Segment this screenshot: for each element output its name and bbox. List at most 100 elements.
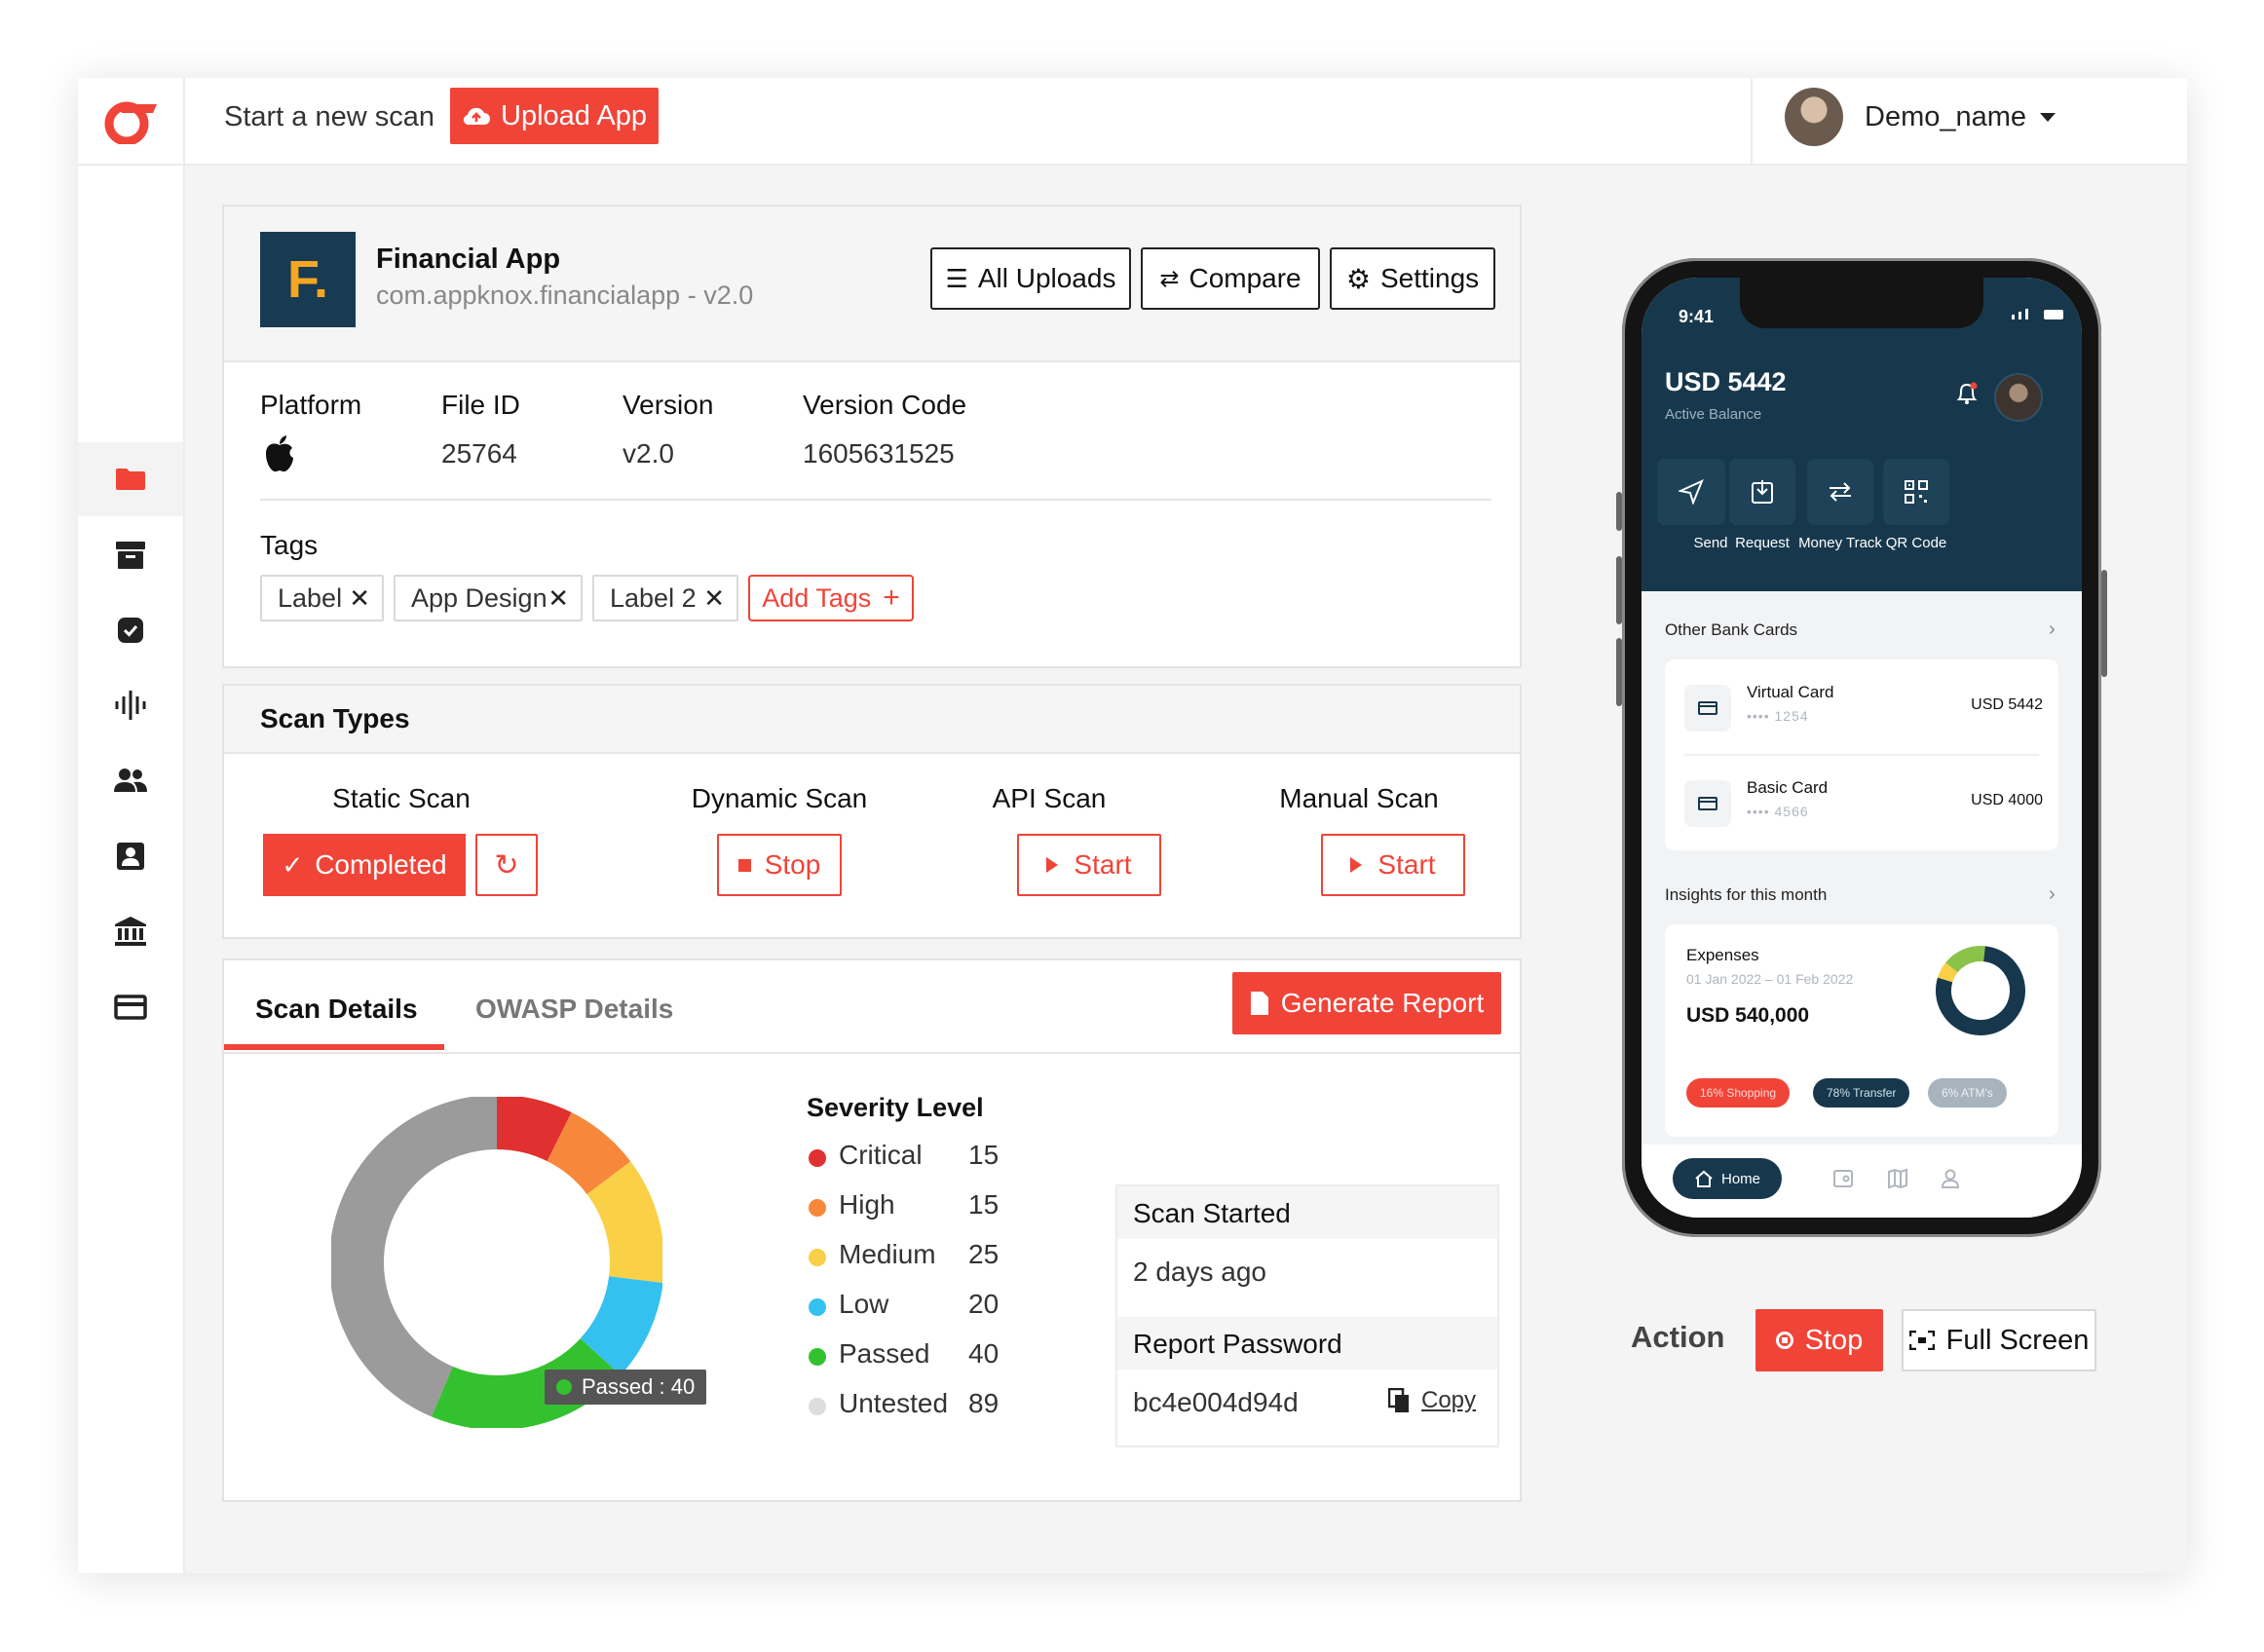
legend-count: 15 <box>968 1140 1000 1170</box>
tag-chip: Label ✕ <box>260 575 384 621</box>
user-menu[interactable]: Demo_name <box>1785 86 2077 148</box>
chevron-right-icon[interactable]: › <box>2049 883 2056 905</box>
close-icon[interactable]: ✕ <box>349 582 370 613</box>
map-icon[interactable] <box>1887 1168 1908 1189</box>
chevron-right-icon[interactable]: › <box>2049 619 2056 640</box>
sidebar-item-archive[interactable] <box>78 518 183 592</box>
credit-card-icon <box>1698 701 1717 715</box>
stop-square-icon <box>737 858 751 872</box>
app-name: Financial App <box>376 244 561 275</box>
nav-home-button[interactable]: Home <box>1673 1158 1782 1199</box>
sidebar-item-audio[interactable] <box>78 668 183 742</box>
sidebar-item-billing[interactable] <box>78 970 183 1044</box>
phone-screen: 9:41 USD 5442 Active Balance Send Reques… <box>1641 278 2082 1218</box>
appknox-logo-icon[interactable] <box>102 99 159 144</box>
chip-shopping: 16% Shopping <box>1686 1078 1791 1108</box>
manual-scan-start-button[interactable]: Start <box>1321 834 1465 896</box>
phone-time: 9:41 <box>1679 307 1715 326</box>
add-tags-button[interactable]: Add Tags + <box>748 575 914 621</box>
sidebar-item-bank[interactable] <box>78 894 183 968</box>
user-name: Demo_name <box>1865 100 2027 132</box>
avatar <box>1785 88 1843 146</box>
settings-label: Settings <box>1379 263 1480 293</box>
dynamic-scan-stop-button[interactable]: Stop <box>717 834 842 896</box>
legend-count: 40 <box>968 1338 1000 1369</box>
copy-button[interactable]: Copy <box>1388 1387 1476 1414</box>
static-scan-completed-button[interactable]: ✓ Completed <box>263 834 466 896</box>
file-id-label: File ID <box>441 390 520 420</box>
settings-button[interactable]: ⚙ Settings <box>1330 247 1495 310</box>
donut-segment-medium[interactable] <box>586 1161 662 1284</box>
chip-atm: 6% ATM's <box>1928 1078 2007 1108</box>
sidebar <box>78 166 185 1573</box>
tags-label: Tags <box>260 530 319 560</box>
phone-side-button <box>2101 570 2107 677</box>
sidebar-item-contacts[interactable] <box>78 819 183 893</box>
add-tags-label: Add Tags <box>762 582 872 613</box>
swap-icon <box>1830 482 1851 502</box>
phone-qr-button[interactable] <box>1883 459 1949 525</box>
scan-started-value: 2 days ago <box>1133 1257 1266 1287</box>
donut-segment-untested[interactable] <box>331 1097 498 1417</box>
legend-row: Untested 89 <box>807 1388 1001 1438</box>
phone-bottom-nav: Home <box>1641 1145 2082 1218</box>
card-number: •••• 4566 <box>1747 804 1809 819</box>
phone-money-track-button[interactable] <box>1807 459 1873 525</box>
apple-icon <box>266 435 293 472</box>
send-icon <box>1679 479 1704 505</box>
compare-button[interactable]: ⇄ Compare <box>1141 247 1320 310</box>
sidebar-item-tasks[interactable] <box>78 593 183 667</box>
tag-chip: Label 2 ✕ <box>592 575 738 621</box>
all-uploads-button[interactable]: ☰ All Uploads <box>930 247 1131 310</box>
home-icon <box>1695 1170 1713 1187</box>
bell-icon[interactable] <box>1955 381 1979 406</box>
device-stop-button[interactable]: Stop <box>1755 1309 1883 1371</box>
phone-request-button[interactable] <box>1729 459 1795 525</box>
request-label: Request <box>1735 535 1790 551</box>
donut-segment-critical[interactable] <box>496 1097 572 1162</box>
upload-app-button[interactable]: Upload App <box>450 88 659 144</box>
expenses-donut-chart <box>1936 946 2025 1035</box>
legend-count: 15 <box>968 1189 1000 1220</box>
credit-card-icon <box>114 995 147 1020</box>
legend-row: Medium 25 <box>807 1239 1001 1289</box>
api-scan-start-button[interactable]: Start <box>1017 834 1161 896</box>
manual-scan-label: Manual Scan <box>1279 783 1439 813</box>
card-row-basic[interactable]: Basic Card •••• 4566 USD 4000 <box>1665 755 2058 850</box>
password-header: Report Password <box>1117 1317 1497 1370</box>
full-screen-button[interactable]: Full Screen <box>1902 1309 2096 1371</box>
donut-segment-low[interactable] <box>580 1275 662 1375</box>
action-label: Action <box>1631 1320 1725 1354</box>
tab-scan-details[interactable]: Scan Details <box>224 960 444 1052</box>
document-icon <box>1250 992 1268 1015</box>
close-icon[interactable]: ✕ <box>547 582 569 613</box>
divider <box>260 499 1491 501</box>
copy-icon <box>1388 1388 1409 1412</box>
phone-send-button[interactable] <box>1657 459 1725 525</box>
app-window: Start a new scan Upload App Demo_name <box>78 78 2187 1573</box>
scan-started-label: Scan Started <box>1133 1198 1291 1228</box>
donut-segment-high[interactable] <box>546 1112 631 1195</box>
tag-label: Label 2 <box>610 582 697 613</box>
close-icon[interactable]: ✕ <box>703 582 725 613</box>
tab-owasp-details[interactable]: OWASP Details <box>475 994 674 1024</box>
legend-label: Low <box>839 1289 889 1319</box>
legend-row: Passed 40 <box>807 1338 1001 1388</box>
wallet-icon[interactable] <box>1832 1168 1854 1189</box>
version-value: v2.0 <box>623 438 674 469</box>
generate-report-button[interactable]: Generate Report <box>1232 972 1501 1034</box>
list-icon: ☰ <box>945 263 968 293</box>
expenses-card: Expenses 01 Jan 2022 – 01 Feb 2022 USD 5… <box>1665 924 2058 1137</box>
profile-icon[interactable] <box>1940 1168 1961 1189</box>
rescan-button[interactable]: ↻ <box>475 834 538 896</box>
phone-side-button <box>1616 556 1622 624</box>
insights-label: Insights for this month <box>1665 885 1828 904</box>
scan-started-header: Scan Started <box>1117 1186 1497 1239</box>
credit-card-icon <box>1698 797 1717 810</box>
sidebar-item-projects[interactable] <box>78 442 183 516</box>
legend-label: High <box>839 1189 895 1220</box>
start-label: Start <box>1074 849 1132 880</box>
scan-types-title: Scan Types <box>260 703 410 733</box>
card-row-virtual[interactable]: Virtual Card •••• 1254 USD 5442 <box>1665 659 2058 755</box>
sidebar-item-users[interactable] <box>78 743 183 817</box>
